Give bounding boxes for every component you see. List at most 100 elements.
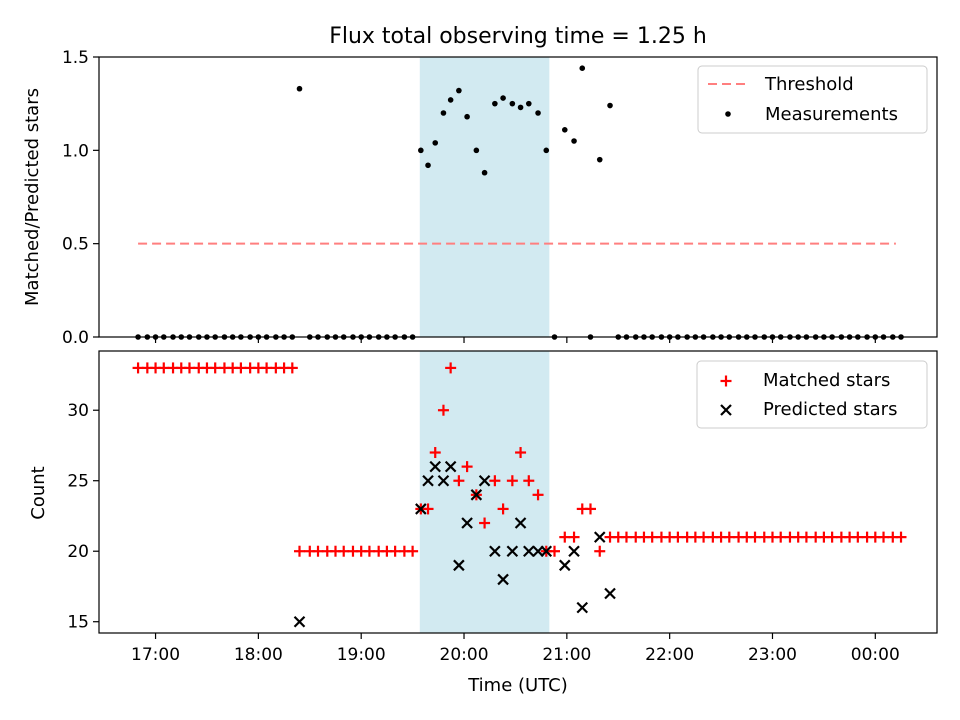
measurement-point	[525, 100, 532, 107]
matched-star-point	[489, 475, 501, 487]
matched-star-point	[389, 545, 401, 557]
bottom-ytick-label: 30	[67, 401, 89, 421]
predicted-star-point	[540, 545, 553, 557]
matched-star-point	[620, 531, 632, 543]
matched-star-point	[800, 531, 812, 543]
top-ytick-label: 1.0	[62, 141, 89, 161]
predicted-star-point	[576, 601, 589, 614]
matched-star-point	[749, 531, 761, 543]
predicted-star-point	[437, 474, 450, 487]
x-axis-label: Time (UTC)	[467, 675, 568, 696]
legend-predicted-label: Predicted stars	[763, 399, 897, 420]
measurement-point	[456, 87, 462, 94]
matched-star-point	[594, 545, 606, 557]
predicted-star-point	[293, 615, 306, 628]
bottom-y-axis-label: Count	[28, 466, 49, 519]
top-legend: Threshold Measurements	[697, 65, 928, 134]
matched-star-point	[294, 545, 306, 557]
matched-star-point	[878, 531, 890, 543]
xtick-label: 18:00	[234, 645, 283, 665]
xtick-label: 19:00	[337, 645, 386, 665]
matched-star-point	[549, 545, 561, 557]
measurement-point	[571, 138, 577, 144]
matched-star-point	[437, 404, 449, 416]
measurement-point	[535, 110, 541, 116]
predicted-star-point	[604, 587, 616, 600]
legend-measurements-label: Measurements	[765, 104, 898, 125]
measurement-point	[492, 100, 498, 107]
xtick-label: 23:00	[748, 645, 797, 665]
bottom-observing-window	[419, 351, 550, 633]
measurement-point	[596, 156, 603, 163]
top-observing-window	[419, 57, 550, 337]
legend-measurements-swatch	[725, 111, 731, 117]
predicted-star-point	[429, 460, 442, 473]
measurement-point	[561, 127, 568, 133]
bottom-axes-frame	[98, 350, 938, 634]
matched-star-point	[506, 475, 518, 487]
predicted-star-point	[489, 545, 501, 557]
matched-star-point	[261, 362, 273, 374]
matched-star-point	[826, 531, 838, 543]
measurement-point	[464, 113, 470, 120]
bottom-ytick-label: 15	[67, 613, 89, 633]
predicted-star-point	[415, 503, 427, 515]
measurement-point	[425, 162, 431, 169]
measurement-point	[579, 65, 586, 71]
xtick-label: 20:00	[440, 645, 489, 665]
matched-star-point	[723, 531, 735, 543]
predicted-star-point	[559, 559, 571, 572]
bottom-legend-box	[696, 360, 928, 429]
predicted-star-point	[497, 573, 509, 586]
top-ytick-label: 0.5	[62, 235, 89, 255]
measurement-point	[481, 169, 488, 176]
bottom-panel: 15 20 25 30 17:00 18:00 19:00 20:00 21:00 22:00 23…	[67, 350, 938, 665]
matched-star-point	[209, 362, 221, 374]
bottom-ytick-label: 20	[67, 542, 89, 562]
bottom-ytick-label: 25	[67, 472, 89, 492]
matched-star-point	[852, 531, 864, 543]
predicted-star-point	[523, 545, 535, 557]
matched-star-point	[698, 531, 710, 543]
chart-title: Flux total observing time = 1.25 h	[329, 24, 707, 49]
matched-star-point	[515, 447, 527, 459]
predicted-star-point	[593, 531, 606, 543]
bottom-legend: Matched stars Predicted stars	[696, 360, 928, 429]
measurement-point	[418, 147, 424, 154]
top-panel: 0.0 0.5 1.0 1.5 Threshold Measurements	[62, 48, 938, 348]
matched-star-point	[429, 447, 441, 459]
matched-star-point	[286, 362, 298, 374]
measurement-point	[509, 100, 516, 107]
predicted-star-point	[506, 545, 519, 557]
predicted-star-point	[422, 474, 434, 487]
matched-star-point	[497, 503, 509, 515]
matched-star-point	[895, 531, 907, 543]
matched-star-point	[775, 531, 787, 543]
measurement-point	[447, 97, 454, 103]
measurement-point	[500, 95, 506, 101]
predicted-star-point	[568, 545, 580, 557]
matched-star-point	[235, 362, 247, 374]
xtick-label: 00:00	[851, 645, 900, 665]
top-ytick-label: 1.5	[62, 48, 89, 68]
matched-star-point	[338, 545, 350, 557]
measurement-point	[607, 102, 613, 109]
top-legend-box	[697, 65, 928, 134]
predicted-star-point	[461, 517, 473, 529]
matched-star-point	[479, 517, 491, 529]
matched-star-point	[132, 362, 144, 374]
xtick-label: 21:00	[542, 645, 591, 665]
matched-star-point	[363, 545, 375, 557]
measurement-point	[543, 147, 550, 154]
legend-matched-label: Matched stars	[763, 370, 890, 391]
matched-star-point	[407, 545, 419, 557]
predicted-star-point	[453, 559, 465, 572]
matched-star-point	[559, 531, 571, 543]
legend-threshold-label: Threshold	[764, 74, 854, 95]
matched-star-point	[461, 461, 473, 473]
matched-star-point	[422, 503, 434, 515]
measurement-point	[440, 110, 447, 116]
measurement-point	[432, 140, 439, 146]
matched-star-point	[672, 531, 684, 543]
legend-predicted-swatch	[720, 404, 732, 416]
